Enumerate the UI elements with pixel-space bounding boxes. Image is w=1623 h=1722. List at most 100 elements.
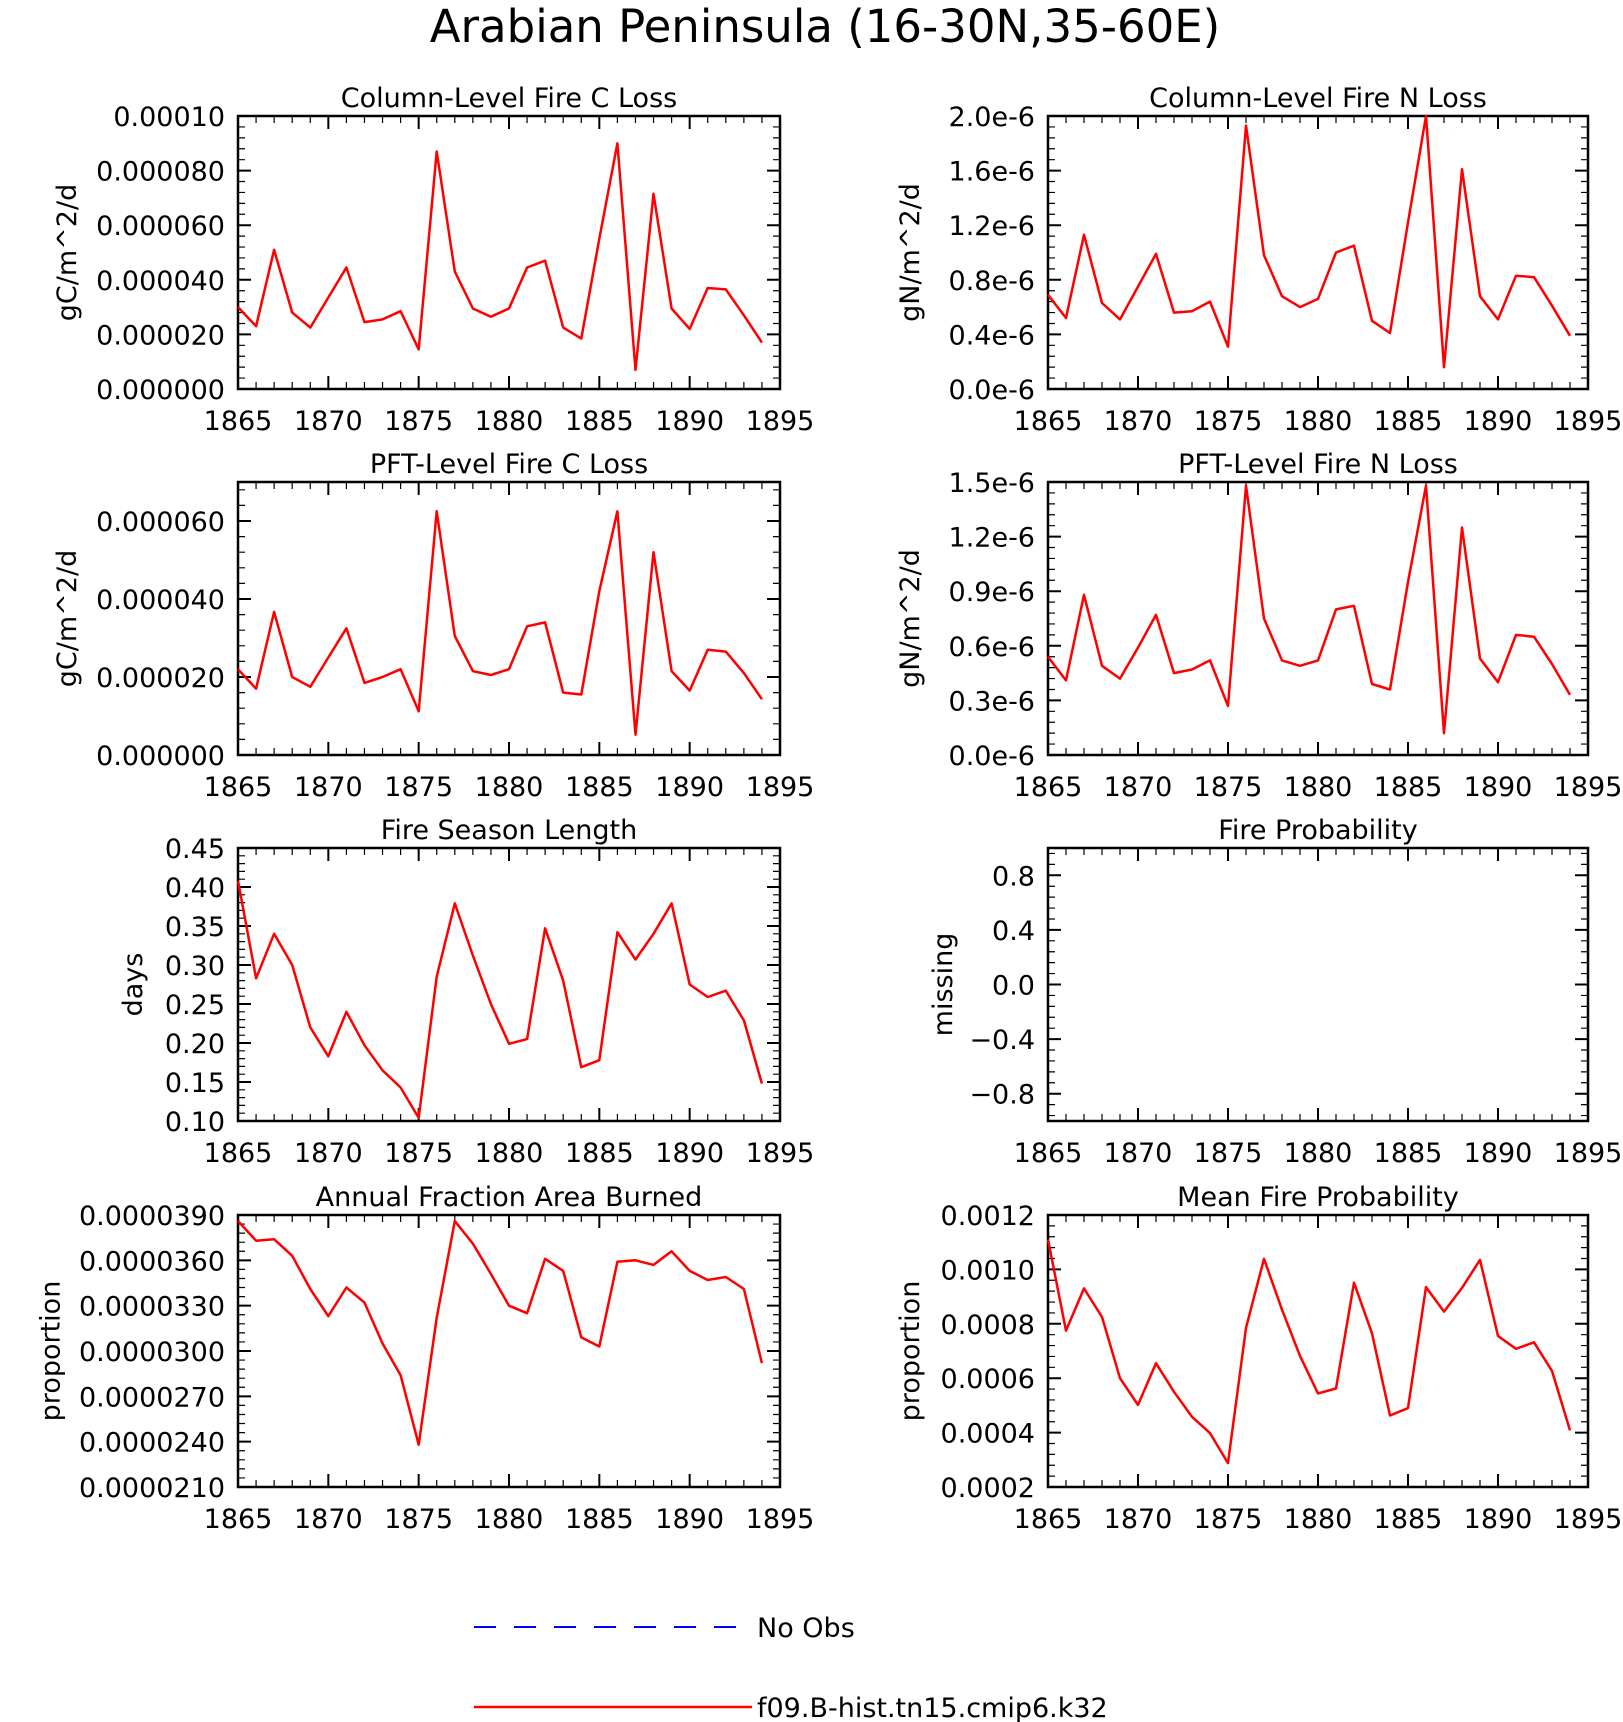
x-tick-label: 1885 [1374,1138,1443,1169]
y-tick-label: −0.4 [969,1025,1035,1056]
x-tick-label: 1895 [1554,1504,1623,1535]
y-axis-label: gN/m^2/d [895,183,926,322]
series-line-1 [237,142,763,372]
x-tick-label: 1890 [1464,1138,1533,1169]
series-line-1 [236,880,764,1120]
panel-5: 1865 1870 1875 1880 1885 1890 1895 0.10 0.15 0.20… [118,815,814,1169]
panel-6: 1865 1870 1875 1880 1885 1890 1895 −0.8 −0.4 0.0 0… [928,815,1622,1169]
x-tick-label: 1895 [1554,772,1623,803]
y-tick-label: 0.0 [992,971,1035,1002]
panel-title: Column-Level Fire N Loss [1149,83,1487,114]
x-tick-label: 1895 [746,1138,815,1169]
series-line-1 [237,510,763,736]
plot-frame [1046,114,1590,391]
minor-ticks [237,1214,781,1488]
x-tick-label: 1875 [384,1504,453,1535]
x-tick-label: 1880 [1284,772,1353,803]
x-tick-label: 1880 [1284,406,1353,437]
y-tick-label: −0.8 [969,1080,1035,1111]
y-tick-label: 0.0000330 [79,1292,225,1323]
x-tick-label: 1890 [655,772,724,803]
x-tick-label: 1880 [1284,1138,1353,1169]
x-tick-label: 1870 [1104,772,1173,803]
plot-frame [1046,846,1590,1123]
y-tick-label: 0.0000360 [79,1246,225,1277]
x-tick-label: 1885 [565,772,634,803]
x-tick-label: 1885 [1374,772,1443,803]
y-tick-label: 0.000020 [96,320,225,351]
y-tick-label: 0.0000240 [79,1428,225,1459]
x-tick-label: 1870 [294,406,363,437]
y-tick-label: 0.8e-6 [949,266,1035,297]
y-tick-label: 0.0012 [941,1201,1035,1232]
y-axis-label: missing [928,933,959,1037]
panels: 1865 1870 1875 1880 1885 1890 18950.0000000.00… [36,83,1623,1535]
x-tick-label: 1870 [1104,406,1173,437]
x-tick-label: 1880 [475,772,544,803]
y-tick-label: 0.000040 [96,585,225,616]
x-tick-label: 1890 [1464,1504,1533,1535]
panel-title: Annual Fraction Area Burned [316,1182,703,1213]
panel-7: 1865 1870 1875 1880 1885 1890 1895 0.0000210 0.0… [36,1182,815,1535]
y-tick-label: 0.0000390 [79,1201,225,1232]
series-line-1 [237,1219,764,1446]
series-line-1 [1047,114,1572,369]
minor-ticks [1047,115,1589,390]
y-axis-label: days [118,953,149,1017]
y-tick-label: 0.0002 [941,1473,1035,1504]
plot-frame [236,1213,782,1489]
x-tick-label: 1875 [384,1138,453,1169]
x-tick-label: 1870 [1104,1504,1173,1535]
y-tick-label: 0.4 [992,916,1035,947]
plot-frame [1046,1213,1590,1489]
panel-4: 1865 1870 1875 1880 1885 1890 1895 0.0e-6 0.3e-6… [895,449,1622,803]
panel-title: Column-Level Fire C Loss [341,83,677,114]
x-tick-label: 1895 [746,772,815,803]
panel-3: 1865 1870 1875 1880 1885 1890 1895 0.000000 0.00… [52,449,814,803]
x-tick-label: 1885 [565,1504,634,1535]
x-tick-label: 1880 [475,1504,544,1535]
x-tick-label: 1865 [204,1138,273,1169]
y-tick-label: 0.000040 [96,266,225,297]
panel-1: 1865 1870 1875 1880 1885 1890 1895 0.000000 0.00… [52,83,814,437]
x-tick-label: 1880 [1284,1504,1353,1535]
y-tick-label: 0.0e-6 [949,375,1035,406]
y-axis-label: gC/m^2/d [52,184,83,321]
minor-ticks [237,115,781,390]
x-tick-label: 1890 [655,1504,724,1535]
y-tick-label: 0.0000270 [79,1382,225,1413]
y-tick-label: 0.20 [165,1029,225,1060]
figure-title: Arabian Peninsula (16-30N,35-60E) [430,0,1220,53]
x-tick-label: 1865 [204,772,273,803]
y-tick-label: 0.40 [165,873,225,904]
x-tick-label: 1865 [1014,772,1083,803]
y-tick-label: 1.6e-6 [949,157,1035,188]
minor-ticks [237,482,781,756]
y-tick-label: 0.000060 [96,211,225,242]
plot-frame [1046,480,1590,757]
panel-8: 1865 1870 1875 1880 1885 1890 1895 0.0002 0.0004… [895,1182,1622,1535]
minor-ticks [1047,481,1589,756]
legend: No Obs f09.B-hist.tn15.cmip6.k32 [474,1613,1108,1722]
panel-title: Mean Fire Probability [1177,1182,1459,1213]
y-tick-label: 0.0e-6 [949,741,1035,772]
y-tick-label: 0.9e-6 [949,577,1035,608]
x-tick-label: 1875 [1194,406,1263,437]
panel-title: PFT-Level Fire N Loss [1178,449,1458,480]
x-tick-label: 1895 [746,1504,815,1535]
y-tick-label: 0.6e-6 [949,632,1035,663]
panel-title: PFT-Level Fire C Loss [370,449,648,480]
x-tick-label: 1865 [1014,406,1083,437]
y-tick-label: 0.000000 [96,741,225,772]
x-tick-label: 1895 [746,406,815,437]
y-tick-label: 2.0e-6 [949,102,1035,133]
y-tick-label: 0.10 [165,1107,225,1138]
x-tick-label: 1875 [1194,1138,1263,1169]
x-tick-label: 1870 [294,772,363,803]
y-tick-label: 0.0008 [941,1310,1035,1341]
minor-ticks [237,847,781,1122]
series-line-1 [1047,484,1572,735]
y-axis-label: gC/m^2/d [52,550,83,687]
y-tick-label: 0.000020 [96,663,225,694]
x-tick-label: 1890 [655,1138,724,1169]
